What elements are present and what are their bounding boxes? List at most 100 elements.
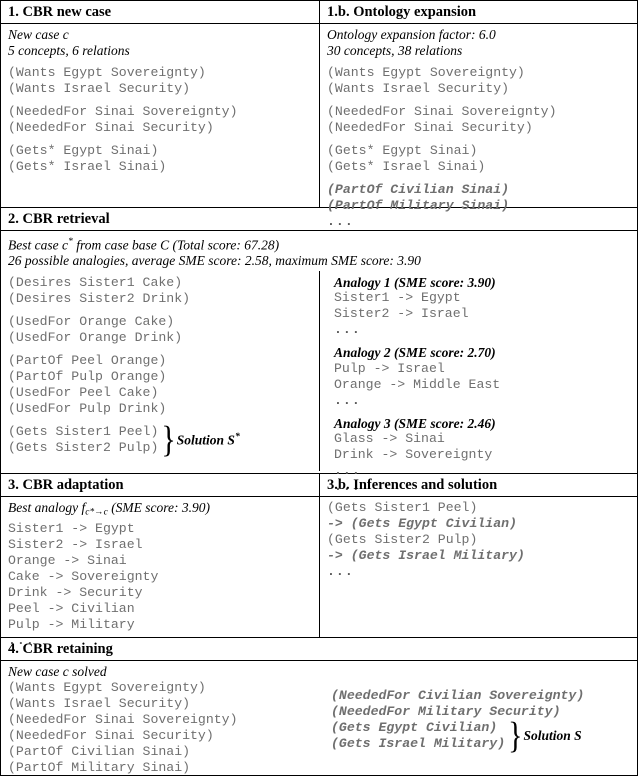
solution-lines: (Gets Egypt Civilian) (Gets Israel Milit… <box>331 720 505 752</box>
relation-line: (PartOf Peel Orange) <box>8 352 167 368</box>
section-cbr-new-case: 1. CBR new case 1.b. Ontology expansion … <box>1 1 637 229</box>
mapping-line: Sister1 -> Egypt <box>334 290 461 305</box>
solution-star-block: (Gets Sister1 Peel) (Gets Sister2 Pulp) … <box>8 418 319 460</box>
relation-line: (PartOf Civilian Sinai) <box>8 743 191 759</box>
relation-line: (PartOf Military Sinai) <box>8 759 191 775</box>
section-2-header-row: 2. CBR retrieval <box>1 208 637 231</box>
ontology-expansion-factor: Ontology expansion factor: 6.0 <box>327 27 496 42</box>
panel-inferences: (Gets Sister1 Peel) -> (Gets Egypt Civil… <box>320 497 637 637</box>
inference-source: (Gets Sister2 Pulp) <box>327 532 478 547</box>
analogy-title: Analogy 2 (SME score: 2.70) <box>334 345 496 360</box>
relation-line: (Gets* Israel Sinai) <box>8 159 167 174</box>
header-cbr-retrieval: 2. CBR retrieval <box>8 211 110 227</box>
mapping-line: Pulp -> Military <box>8 617 135 633</box>
relation-line: (UsedFor Orange Drink) <box>8 329 183 345</box>
relation-line: (NeededFor Sinai Security) <box>8 727 214 743</box>
mapping-line: Sister2 -> Israel <box>8 537 143 553</box>
section-cbr-retrieval: 2. CBR retrieval Best case c* from case … <box>1 208 637 495</box>
relation-line: (Wants Egypt Sovereignty) <box>8 65 206 80</box>
section-cbr-retaining: 4. CBR retaining New case c solved (Want… <box>1 638 637 777</box>
relation-line: (Desires Sister1 Cake) <box>8 274 183 290</box>
panel-best-analogy: Best analogy fc*→c (SME score: 3.90) Sis… <box>1 497 320 648</box>
solution-star-label: Solution S* <box>176 430 240 448</box>
panel-analogies: Analogy 1 (SME score: 3.90) Sister1 -> E… <box>320 271 637 495</box>
relation-line: (Wants Egypt Sovereignty) <box>8 679 206 695</box>
section-1-body: New case c 5 concepts, 6 relations (Want… <box>1 24 637 229</box>
ellipsis: ... <box>327 214 354 229</box>
inferred-relation-line: (Gets Israel Military) <box>331 736 506 751</box>
relation-line: (NeededFor Sinai Sovereignty) <box>8 104 238 119</box>
relation-line: (Gets* Egypt Sinai) <box>327 143 478 158</box>
new-relation-line: (PartOf Military Sinai) <box>327 198 510 213</box>
header-ontology-expansion: 1.b. Ontology expansion <box>327 4 477 20</box>
new-case-label: New case c <box>8 27 69 42</box>
best-analogy-label: Best analogy fc*→c (SME score: 3.90) <box>8 500 211 518</box>
relation-line: (NeededFor Sinai Sovereignty) <box>327 104 557 119</box>
relation-line: (UsedFor Orange Cake) <box>8 313 175 329</box>
ontology-counts: 30 concepts, 38 relations <box>327 42 463 58</box>
ellipsis: ... <box>334 322 361 337</box>
mapping-line: Cake -> Sovereignty <box>8 569 159 585</box>
mapping-line: Peel -> Civilian <box>8 601 135 617</box>
new-case-counts: 5 concepts, 6 relations <box>8 42 130 58</box>
ellipsis: ... <box>327 564 354 579</box>
analogy-stats-line: 26 possible analogies, average SME score… <box>8 253 421 268</box>
analogy-title: Analogy 1 (SME score: 3.90) <box>334 274 496 290</box>
ellipsis: ... <box>8 633 35 649</box>
panel-best-case: (Desires Sister1 Cake) (Desires Sister2 … <box>1 270 320 471</box>
inferred-relation-line: (NeededFor Civilian Sovereignty) <box>331 688 585 703</box>
mapping-line: Orange -> Middle East <box>334 376 501 392</box>
analogy-title: Analogy 3 (SME score: 2.46) <box>334 415 496 431</box>
mapping-line: Drink -> Sovereignty <box>334 447 493 462</box>
relation-line: (Wants Israel Security) <box>8 81 191 96</box>
section-1-header-row: 1. CBR new case 1.b. Ontology expansion <box>1 1 637 24</box>
header-cbr-retaining: 4. CBR retaining <box>8 641 113 657</box>
section-cbr-adaptation: 3. CBR adaptation 3.b. Inferences and so… <box>1 474 637 648</box>
section-4-body: New case c solved (Wants Egypt Sovereign… <box>1 661 637 776</box>
solution-label: Solution S <box>523 728 582 743</box>
new-relation-line: (PartOf Civilian Sinai) <box>327 182 510 197</box>
inference-source: (Gets Sister1 Peel) <box>327 500 478 515</box>
section-2-body: (Desires Sister1 Cake) (Desires Sister2 … <box>1 270 637 495</box>
relation-line: (Gets* Egypt Sinai) <box>8 143 159 158</box>
header-cbr-adaptation: 3. CBR adaptation <box>1 474 320 496</box>
solution-lines: (Gets Sister1 Peel) (Gets Sister2 Pulp) <box>8 424 158 456</box>
panel-new-case: New case c 5 concepts, 6 relations (Want… <box>1 24 320 207</box>
header-cbr-new-case: 1. CBR new case <box>1 1 320 23</box>
section-3-header-row: 3. CBR adaptation 3.b. Inferences and so… <box>1 474 637 497</box>
best-case-line: Best case c* from case base C (Total sco… <box>8 236 280 253</box>
mapping-line: Drink -> Security <box>8 585 143 601</box>
relation-line: (Gets Sister2 Pulp) <box>8 439 159 455</box>
curly-brace-icon: } <box>508 714 523 756</box>
mapping-line: Pulp -> Israel <box>334 360 445 376</box>
inference-result: -> (Gets Israel Military) <box>327 548 525 563</box>
relation-line: (Gets* Israel Sinai) <box>327 159 486 174</box>
inferred-relation-line: (Gets Egypt Civilian) <box>331 720 498 735</box>
mapping-line: Sister1 -> Egypt <box>8 521 135 537</box>
ellipsis: ... <box>334 463 361 478</box>
retrieval-meta: Best case c* from case base C (Total sco… <box>1 231 637 271</box>
panel-solved-case-inferred: (NeededFor Civilian Sovereignty) (Needed… <box>316 661 637 776</box>
section-3-body: Best analogy fc*→c (SME score: 3.90) Sis… <box>1 497 637 648</box>
ellipsis: ... <box>334 479 361 494</box>
mapping-line: Glass -> Sinai <box>334 431 445 446</box>
relation-line: (Desires Sister2 Drink) <box>8 290 191 306</box>
new-case-solved-label: New case c solved <box>8 664 107 679</box>
relation-line: (UsedFor Peel Cake) <box>8 384 159 400</box>
solution-block: (Gets Egypt Civilian) (Gets Israel Milit… <box>331 714 637 756</box>
relation-line: (PartOf Pulp Orange) <box>8 368 167 384</box>
ellipsis: ... <box>334 392 361 408</box>
relation-line: (NeededFor Sinai Sovereignty) <box>8 711 238 727</box>
relation-line: (NeededFor Sinai Security) <box>8 120 214 135</box>
mapping-line: Orange -> Sinai <box>8 553 127 569</box>
relation-line: (Wants Israel Security) <box>8 695 191 711</box>
relation-line: (Wants Israel Security) <box>327 81 510 96</box>
header-inferences-and-solution: 3.b. Inferences and solution <box>327 477 498 493</box>
panel-ontology-expansion: Ontology expansion factor: 6.0 30 concep… <box>320 24 637 229</box>
relation-line: (Wants Egypt Sovereignty) <box>327 65 525 80</box>
curly-brace-icon: } <box>161 418 176 460</box>
panel-solved-case: New case c solved (Wants Egypt Sovereign… <box>1 661 316 776</box>
inferred-relation-line: (NeededFor Military Security) <box>331 704 561 719</box>
mapping-line: Sister2 -> Israel <box>334 306 469 321</box>
